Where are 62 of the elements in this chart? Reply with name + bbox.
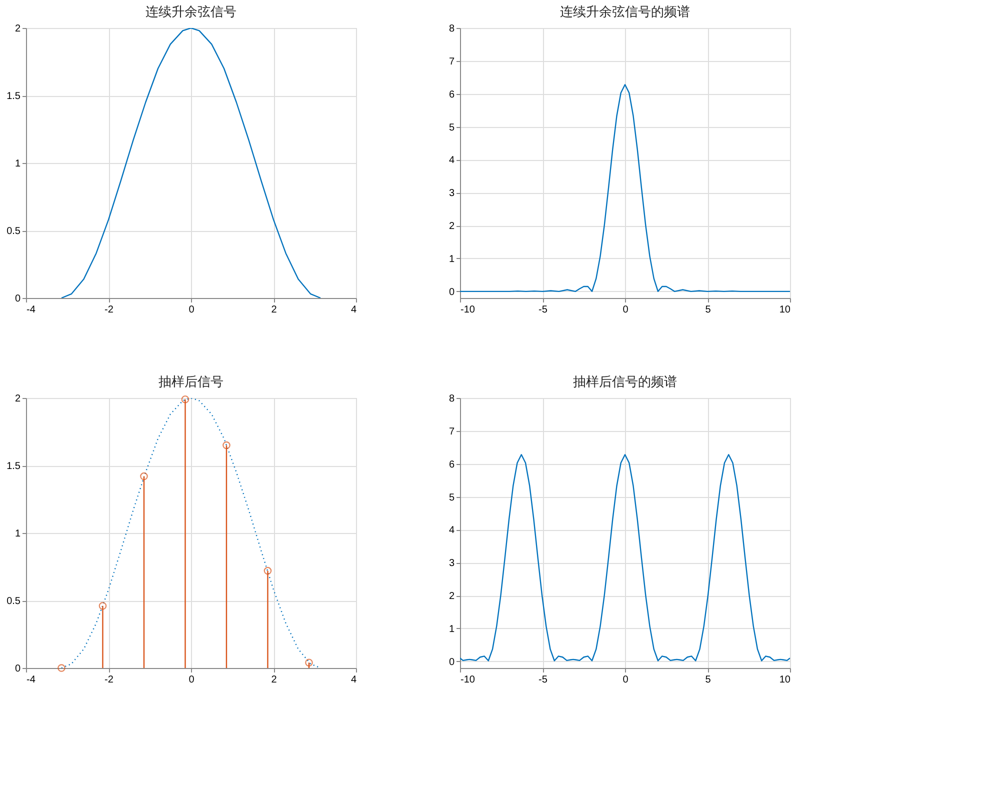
y-tick-label: 6	[448, 459, 455, 470]
x-tick-label: 2	[271, 674, 278, 686]
chart-title: 抽样后信号的频谱	[573, 375, 677, 390]
x-tick-label: 10	[779, 674, 791, 686]
y-tick-label: 1.5	[6, 91, 21, 102]
point	[181, 395, 190, 404]
x-tick-label: 0	[622, 674, 629, 686]
y-tick-label: 7	[448, 56, 455, 68]
y-tick-label: 2	[448, 221, 455, 232]
line-series	[60, 28, 322, 298]
y-tick-label: 4	[448, 525, 455, 536]
y-tick-label: 0.5	[6, 596, 21, 607]
y-tick-label: 3	[448, 188, 455, 200]
y-tick-label: 7	[448, 426, 455, 438]
x-tick-label: 4	[350, 304, 357, 316]
y-tick-label: 0	[448, 286, 455, 298]
chart-title: 连续升余弦信号的频谱	[560, 5, 690, 20]
y-tick-label: 2	[14, 394, 21, 404]
x-tick-label: -10	[460, 304, 476, 316]
x-tick-label: 0	[188, 304, 195, 316]
x-tick-label: 5	[705, 304, 712, 316]
y-tick-label: 1	[14, 528, 21, 540]
y-tick-label: 1	[14, 158, 21, 170]
y-tick-label: 8	[448, 394, 455, 404]
y-tick-label: 5	[448, 492, 455, 504]
chart-title: 连续升余弦信号	[146, 5, 236, 20]
x-tick-label: -4	[26, 674, 36, 686]
x-tick-label: -5	[538, 674, 548, 686]
point	[58, 664, 66, 672]
line-series	[460, 84, 790, 292]
y-tick-label: 2	[448, 591, 455, 602]
x-tick-label: -5	[538, 304, 548, 316]
y-tick-label: 4	[448, 155, 455, 166]
x-tick-label: 0	[622, 304, 629, 316]
x-tick-label: 2	[271, 304, 278, 316]
point	[264, 566, 272, 575]
y-tick-label: 3	[448, 558, 455, 570]
y-tick-label: 5	[448, 122, 455, 134]
point	[140, 472, 148, 480]
x-tick-label: 0	[188, 674, 195, 686]
x-tick-label: -10	[460, 674, 476, 686]
point	[222, 441, 230, 450]
x-tick-label: -2	[104, 304, 114, 316]
y-tick-label: 2	[14, 24, 21, 34]
point	[98, 602, 107, 610]
chart-title: 抽样后信号	[158, 375, 224, 390]
x-tick-label: 5	[705, 674, 712, 686]
line-series	[460, 454, 790, 662]
y-tick-label: 1.5	[6, 461, 21, 472]
y-tick-label: 0.5	[6, 226, 21, 237]
x-tick-label: 10	[779, 304, 791, 316]
y-tick-label: 6	[448, 89, 455, 100]
y-tick-label: 1	[448, 624, 455, 635]
x-tick-label: 4	[350, 674, 357, 686]
point	[305, 658, 313, 666]
y-tick-label: 0	[14, 664, 21, 674]
y-tick-label: 1	[448, 254, 455, 265]
y-tick-label: 8	[448, 24, 455, 34]
y-tick-label: 0	[14, 294, 21, 304]
y-tick-label: 0	[448, 656, 455, 668]
x-tick-label: -4	[26, 304, 36, 316]
x-tick-label: -2	[104, 674, 114, 686]
